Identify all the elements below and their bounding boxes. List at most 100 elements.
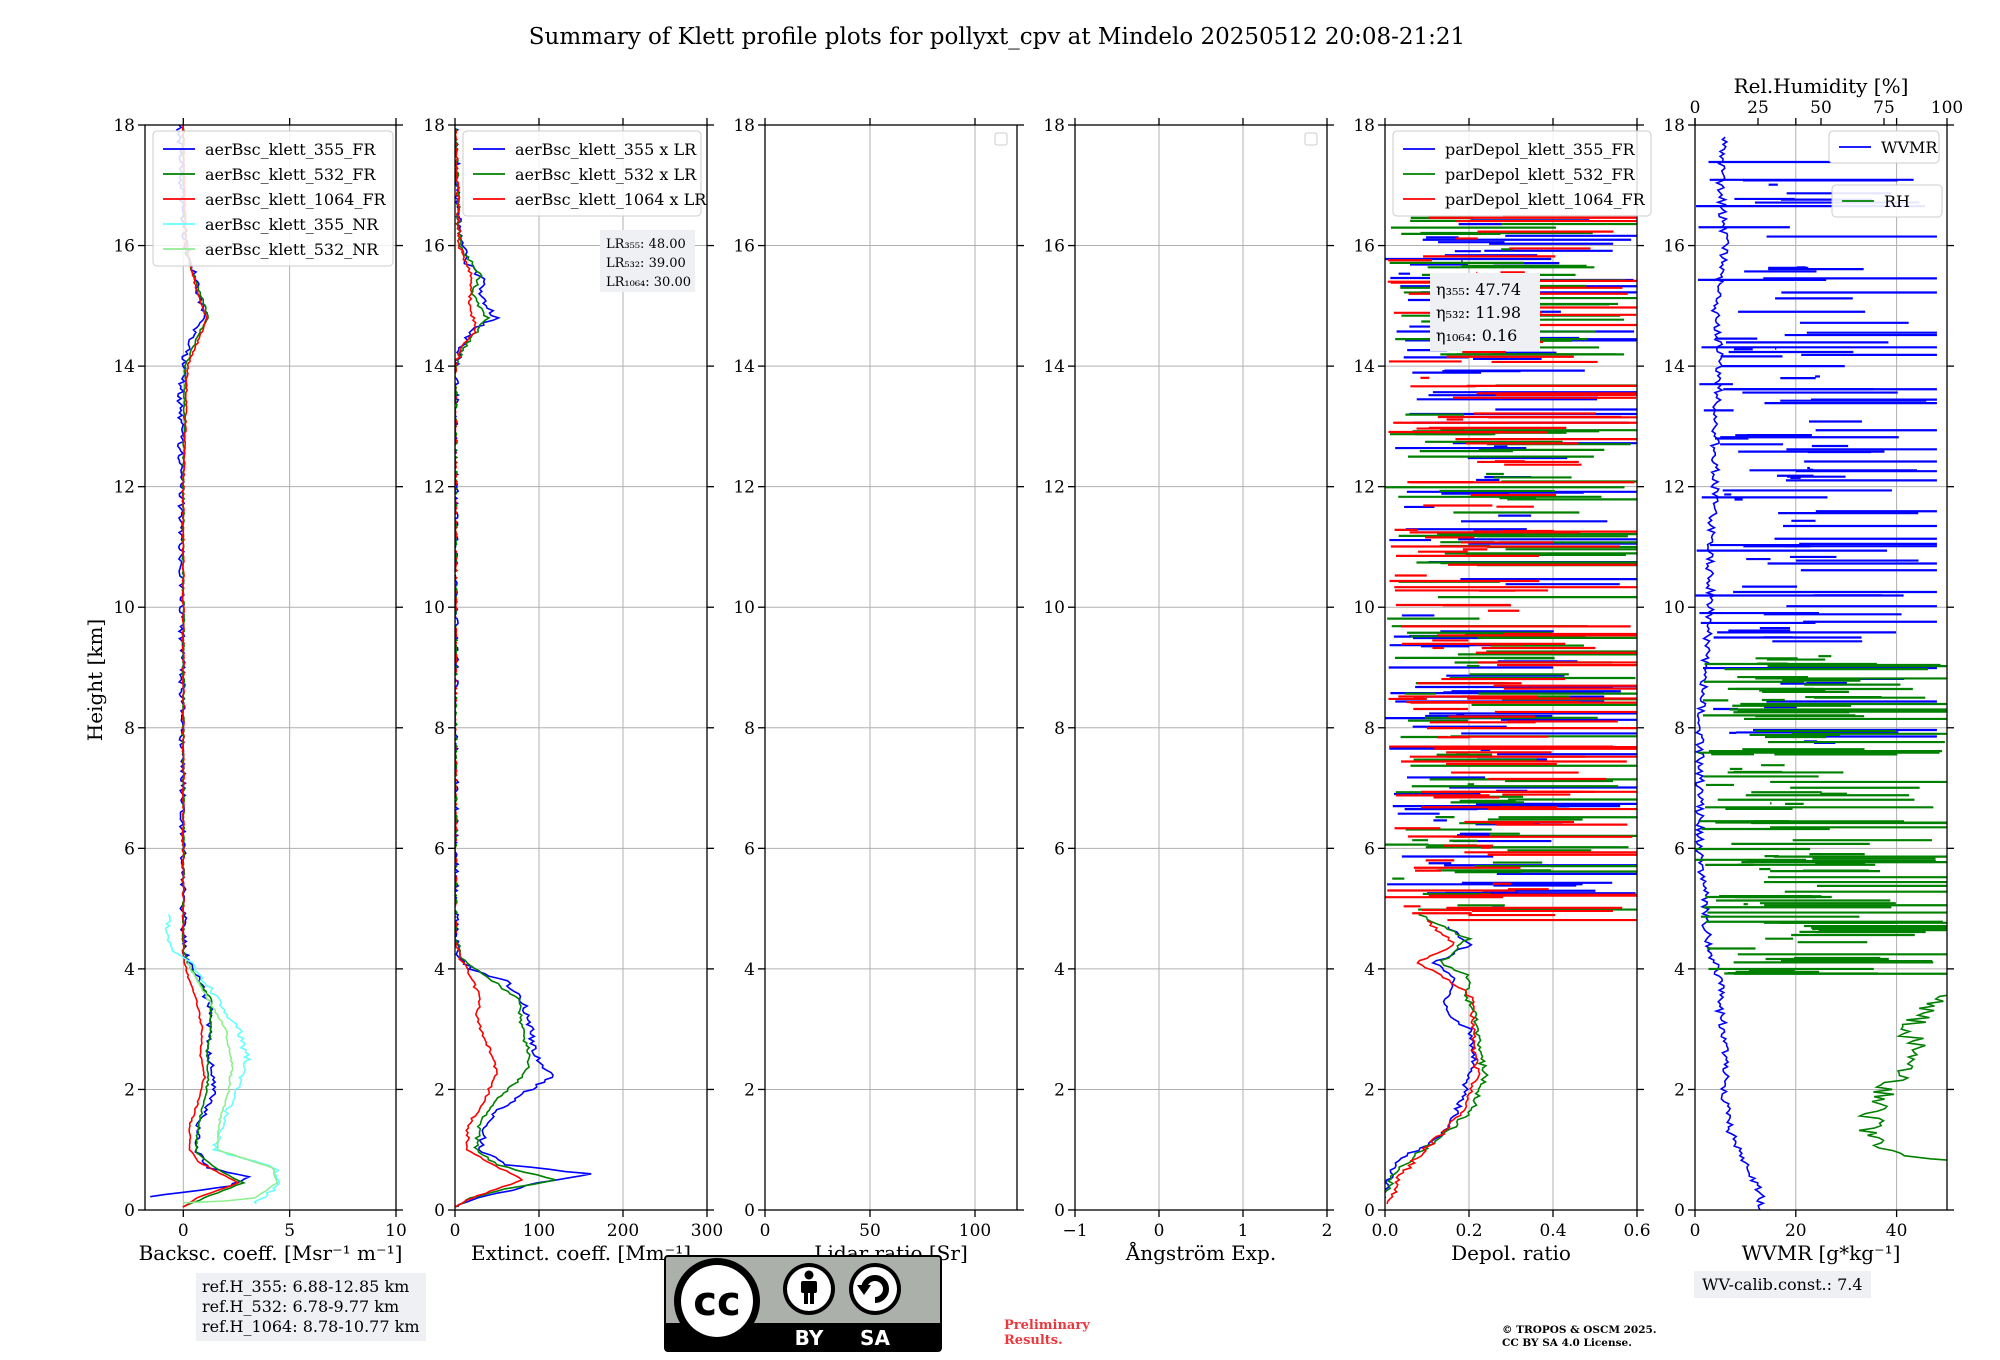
preliminary-results-note: Preliminary Results.	[1004, 1318, 1090, 1348]
y-tick-label: 14	[423, 357, 445, 377]
cc-text: cc	[693, 1279, 740, 1325]
legend-WVMR: WVMR	[1828, 130, 1940, 164]
legend-label: WVMR	[1881, 138, 1938, 157]
x-tick-label: 100	[959, 1221, 991, 1241]
series-line-parDepol_klett_355_FR	[1385, 926, 1479, 1191]
legend-frame	[1828, 130, 1940, 164]
y-tick-label: 2	[1364, 1080, 1375, 1100]
series-line-aerBsc_klett_532_NR	[183, 962, 279, 1204]
y-tick-label: 4	[744, 960, 755, 980]
x-top-tick-label: 0	[1690, 98, 1701, 118]
y-tick-label: 10	[1043, 598, 1065, 618]
legend-RH: RH	[1831, 184, 1943, 218]
legend-frame	[1831, 184, 1943, 218]
x-tick-label: 0.2	[1455, 1221, 1482, 1241]
y-tick-label: 16	[1663, 237, 1685, 257]
y-tick-label: 8	[434, 719, 445, 739]
x-tick-label: 50	[859, 1221, 881, 1241]
x-top-tick-label: 75	[1873, 98, 1895, 118]
series-group	[455, 125, 592, 1208]
x-axis-label: Ångström Exp.	[1125, 1240, 1276, 1265]
y-tick-label: 10	[113, 598, 135, 618]
legend-label: aerBsc_klett_1064 x LR	[515, 190, 707, 209]
series-line-aerBsc_klett_355 x LR	[455, 125, 592, 1208]
x-tick-label: 40	[1886, 1221, 1908, 1241]
ref-height-1064: ref.H_1064: 8.78-10.77 km	[202, 1317, 420, 1336]
copyright-line-2: CC BY SA 4.0 License.	[1502, 1337, 1632, 1349]
y-tick-label: 12	[1353, 478, 1375, 498]
x-tick-label: 0.4	[1539, 1221, 1566, 1241]
legend-label: RH	[1884, 192, 1910, 211]
copyright-line-1: © TROPOS & OSCM 2025.	[1502, 1324, 1657, 1336]
legend-label: aerBsc_klett_1064_FR	[205, 190, 387, 209]
y-tick-label: 16	[113, 237, 135, 257]
y-tick-label: 0	[1364, 1201, 1375, 1221]
plot-frame	[764, 124, 1018, 1211]
y-tick-label: 8	[1054, 719, 1065, 739]
y-tick-label: 4	[1054, 960, 1065, 980]
cc-by-sa-license-logo: cc BY SA	[664, 1255, 942, 1352]
x-tick-label: 0	[760, 1221, 771, 1241]
legend-frame	[1392, 130, 1652, 217]
y-tick-label: 6	[1364, 839, 1375, 859]
empty-legend-marker	[1304, 132, 1318, 146]
x-tick-label: 0	[1154, 1221, 1165, 1241]
plot-frame	[454, 124, 708, 1211]
y-tick-label: 2	[744, 1080, 755, 1100]
y-tick-label: 18	[1663, 116, 1685, 136]
y-tick-label: 16	[1043, 237, 1065, 257]
x-tick-label: 2	[1322, 1221, 1333, 1241]
legend-label: aerBsc_klett_355_NR	[205, 215, 379, 234]
preliminary-line-2: Results.	[1004, 1333, 1063, 1348]
eta-label: η₁₀₆₄: 0.16	[1436, 326, 1517, 345]
wv-calib-box: WV-calib.const.: 7.4	[1694, 1271, 1871, 1298]
series-line-parDepol_klett_1064_FR	[1386, 919, 1481, 1205]
preliminary-line-1: Preliminary	[1004, 1318, 1090, 1333]
y-axis-label: Height [km]	[83, 619, 107, 741]
y-tick-label: 12	[1663, 478, 1685, 498]
x-top-tick-label: 25	[1747, 98, 1769, 118]
y-tick-label: 12	[1043, 478, 1065, 498]
ref-height-532: ref.H_532: 6.78-9.77 km	[202, 1297, 400, 1316]
y-tick-label: 4	[1674, 960, 1685, 980]
y-tick-label: 0	[434, 1201, 445, 1221]
series-line-aerBsc_klett_355_NR	[164, 914, 281, 1205]
legend-frame	[152, 130, 394, 267]
share-alike-icon	[849, 1263, 901, 1315]
y-tick-label: 8	[1364, 719, 1375, 739]
y-tick-label: 8	[744, 719, 755, 739]
y-tick-label: 10	[1663, 598, 1685, 618]
legend-label: aerBsc_klett_532_FR	[205, 165, 376, 184]
by-label: BY	[795, 1326, 824, 1350]
empty-legend-marker	[994, 132, 1008, 146]
y-tick-label: 10	[1353, 598, 1375, 618]
y-tick-label: 6	[744, 839, 755, 859]
series-line-parDepol_klett_532_FR	[1385, 913, 1489, 1199]
attribution-icon	[783, 1263, 835, 1315]
x-axis-label: WVMR [g*kg⁻¹]	[1742, 1241, 1901, 1265]
x-tick-label: 5	[284, 1221, 295, 1241]
legend-label: aerBsc_klett_532_NR	[205, 240, 379, 259]
plot-frame	[1074, 124, 1328, 1211]
y-tick-label: 16	[733, 237, 755, 257]
y-tick-label: 18	[1353, 116, 1375, 136]
plot-frame	[1384, 124, 1638, 1211]
x-tick-label: 0	[178, 1221, 189, 1241]
y-tick-label: 4	[434, 960, 445, 980]
ref-height-355: ref.H_355: 6.88-12.85 km	[202, 1277, 410, 1296]
legend-label: parDepol_klett_1064_FR	[1445, 190, 1646, 209]
y-tick-label: 4	[1364, 960, 1375, 980]
x-tick-label: 0.0	[1371, 1221, 1398, 1241]
wv-calib-text: WV-calib.const.: 7.4	[1702, 1275, 1863, 1294]
legend-label: aerBsc_klett_532 x LR	[515, 165, 697, 184]
legend-label: aerBsc_klett_355 x LR	[515, 140, 697, 159]
y-tick-label: 14	[1043, 357, 1065, 377]
legend: aerBsc_klett_355_FR aerBsc_klett_532_FRae…	[152, 130, 394, 267]
y-tick-label: 12	[113, 478, 135, 498]
series-group	[150, 125, 281, 1208]
